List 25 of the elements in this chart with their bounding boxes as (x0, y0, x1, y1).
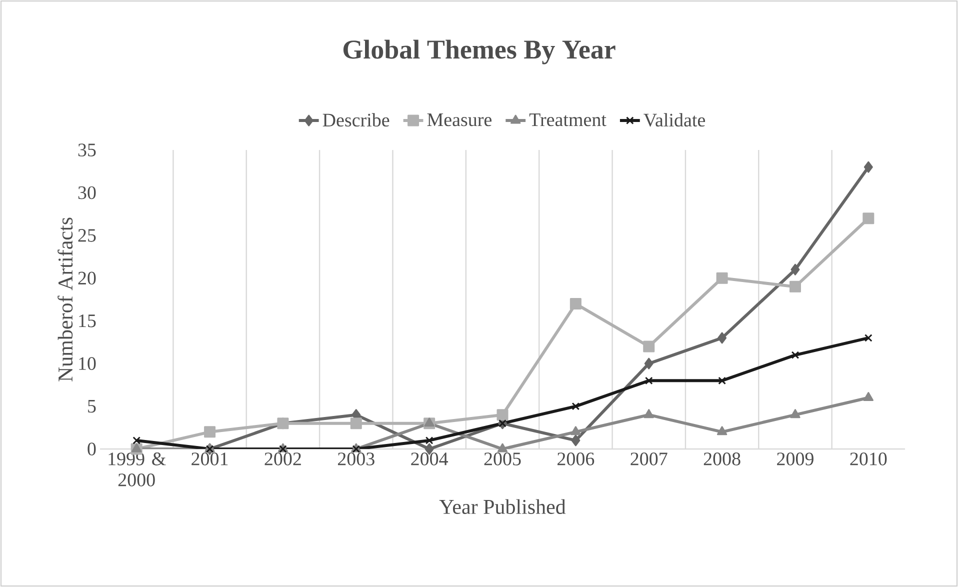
x-tick-label: 2005 (484, 452, 521, 466)
legend-label: Measure (427, 114, 492, 126)
legend-label: Treatment (529, 114, 606, 126)
y-axis-title: Numberof Artifacts (58, 218, 73, 382)
y-tick-label: 25 (78, 229, 96, 242)
x-tick-label: 2006 (558, 452, 594, 466)
x-tick-label: 2004 (411, 452, 448, 466)
legend-label: Validate (644, 113, 706, 127)
chart-title: Global Themes By Year (343, 40, 616, 64)
y-tick-label: 35 (78, 144, 96, 156)
x-tick-label: 2007 (630, 452, 668, 466)
y-tick-label: 0 (88, 442, 96, 456)
y-tick-label: 20 (78, 272, 96, 285)
y-tick-label: 30 (78, 186, 96, 200)
x-axis-title: Year Published (439, 499, 566, 514)
y-tick-label: 10 (79, 357, 96, 370)
x-tick-label: 2003 (338, 452, 374, 466)
x-tick-label: 2001 (192, 452, 228, 466)
x-tick-label: 2010 (850, 452, 887, 466)
x-tick-label: 2009 (777, 452, 814, 466)
x-tick-label: 2008 (704, 452, 740, 466)
y-tick-label: 15 (79, 314, 96, 328)
x-tick-label: 2002 (264, 452, 301, 466)
legend-label: Describe (322, 113, 390, 127)
y-tick-label: 5 (88, 400, 96, 413)
